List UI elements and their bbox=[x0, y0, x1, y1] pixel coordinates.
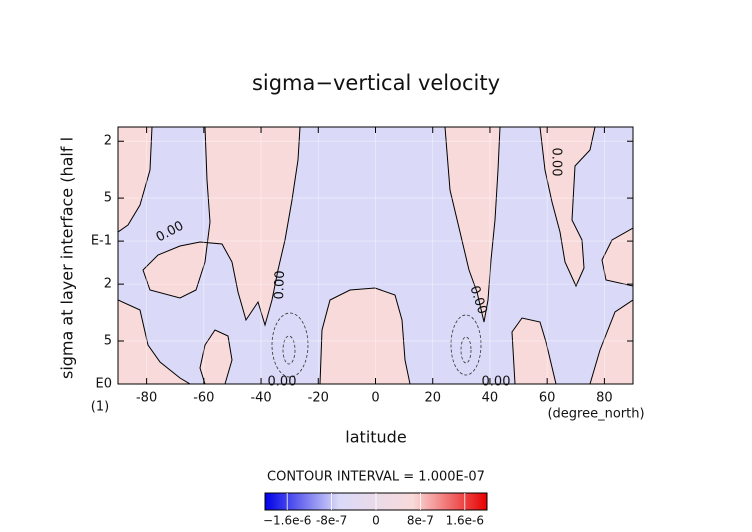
colorbar-label: −1.6e-6 bbox=[263, 514, 312, 528]
negative-contour bbox=[460, 336, 472, 364]
x-tick-label: -40 bbox=[250, 391, 271, 406]
x-tick-label: 80 bbox=[596, 391, 613, 406]
positive-region bbox=[444, 127, 501, 323]
colorbar-label: 0 bbox=[372, 514, 380, 528]
contour-interval: CONTOUR INTERVAL = 1.000E-07 bbox=[267, 470, 485, 485]
negative-contour bbox=[450, 314, 482, 376]
x-tick-label: 40 bbox=[482, 391, 499, 406]
x-tick-label: -80 bbox=[136, 391, 157, 406]
y-unit: (1) bbox=[91, 400, 109, 415]
x-tick-label: -20 bbox=[308, 391, 329, 406]
colorbar-label: 1.6e-6 bbox=[446, 514, 484, 528]
y-tick-label: E-1 bbox=[91, 234, 112, 249]
y-tick-label: 2 bbox=[104, 134, 112, 149]
colorbar-label: -8e-7 bbox=[316, 514, 347, 528]
positive-region bbox=[199, 329, 233, 384]
x-axis-label: latitude bbox=[345, 428, 406, 447]
negative-contour bbox=[271, 312, 309, 378]
contour-label: 0.00 bbox=[482, 375, 511, 390]
chart-title: sigma−vertical velocity bbox=[252, 71, 500, 95]
y-tick-label: 5 bbox=[104, 191, 112, 206]
x-unit: (degree_north) bbox=[547, 407, 644, 422]
contour-label: 0.00 bbox=[549, 148, 564, 177]
positive-region bbox=[118, 127, 153, 233]
contour-regions bbox=[118, 127, 633, 384]
positive-region bbox=[142, 127, 301, 327]
colorbar-label: 8e-7 bbox=[407, 514, 434, 528]
x-tick-label: 0 bbox=[371, 391, 379, 406]
positive-region bbox=[589, 299, 633, 384]
x-tick-label: 60 bbox=[539, 391, 556, 406]
negative-contour bbox=[282, 335, 296, 365]
y-tick-label: 2 bbox=[104, 277, 112, 292]
positive-region bbox=[319, 287, 411, 384]
y-axis-label: sigma at layer interface (half l bbox=[58, 137, 77, 379]
y-tick-label: 5 bbox=[104, 333, 112, 348]
positive-region bbox=[511, 317, 557, 384]
x-tick-label: 20 bbox=[424, 391, 441, 406]
positive-region bbox=[601, 227, 633, 287]
y-tick-label: E0 bbox=[96, 377, 113, 392]
x-tick-label: -60 bbox=[193, 391, 214, 406]
positive-region bbox=[539, 127, 596, 288]
contour-label: 0.00 bbox=[272, 270, 288, 299]
contour-label: 0.00 bbox=[268, 375, 297, 390]
positive-region bbox=[118, 299, 191, 384]
